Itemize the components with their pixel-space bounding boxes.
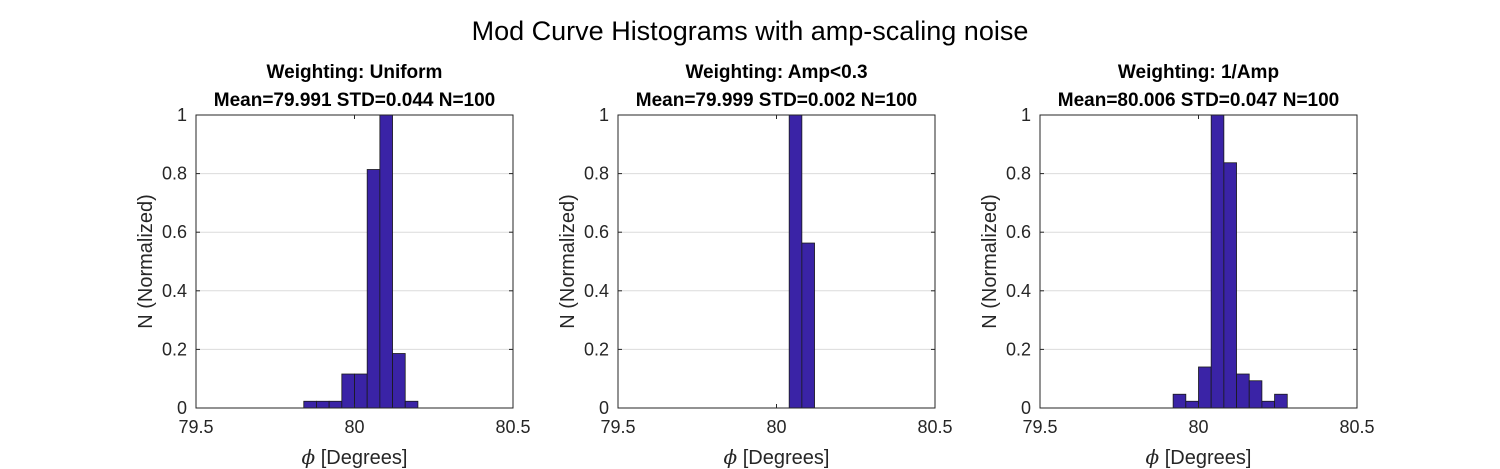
x-axis-label: ϕ [Degrees] [302,445,408,469]
histogram-bar [392,353,406,409]
x-axis-label: ϕ [Degrees] [1146,445,1252,469]
subplot-title: Weighting: 1/Amp [1118,62,1279,83]
subplot-subtitle: Mean=79.991 STD=0.044 N=100 [214,90,496,111]
x-axis-unit: [Degrees] [737,447,829,469]
y-tick-label: 1 [1021,105,1031,125]
subplot-subtitle: Mean=80.006 STD=0.047 N=100 [1058,90,1340,111]
histogram-bar [404,400,419,409]
subplot-3: 0 0.2 0.4 0.6 0.8 1 79.5 80 80.5 Weighting: 1/Amp… [979,62,1375,469]
y-tick-label: 0.2 [162,339,187,359]
x-axis-label: ϕ [Degrees] [724,445,830,469]
histogram-bar [366,169,381,409]
y-tick-label: 0.6 [162,222,187,242]
y-tick-label: 0.6 [584,222,609,242]
histogram-bar [1198,366,1212,409]
y-tick-label: 0.4 [584,281,609,301]
x-tick-label: 79.5 [178,417,213,437]
x-tick-label: 80 [344,417,364,437]
y-tick-label: 0.8 [1006,164,1031,184]
x-axis-unit: [Degrees] [315,447,407,469]
y-axis-label: N (Normalized) [979,194,1001,328]
x-tick-label: 79.5 [600,417,635,437]
histogram-bar [328,400,343,409]
y-tick-label: 0.6 [1006,222,1031,242]
subplot-title: Weighting: Uniform [267,62,443,83]
subplot-1: 0 0.2 0.4 0.6 0.8 1 79.5 80 80.5 Weighting: Unifo… [135,62,531,469]
histogram-bar [1261,400,1275,409]
x-tick-label: 80 [766,417,786,437]
histogram-bar [354,373,368,409]
plot-area [618,115,935,408]
histogram-bar [341,373,355,409]
x-axis-symbol: ϕ [1146,445,1160,469]
y-tick-label: 0 [177,398,187,418]
y-tick-label: 0 [1021,398,1031,418]
y-tick-label: 0.8 [584,164,609,184]
y-axis-label: N (Normalized) [557,194,579,328]
y-tick-label: 0.8 [162,164,187,184]
histogram-bar [1223,162,1237,409]
y-tick-label: 0.2 [1006,339,1031,359]
histogram-bar [801,242,815,409]
plot-area [1040,115,1357,408]
x-tick-label: 80 [1188,417,1208,437]
x-axis-symbol: ϕ [724,445,738,469]
x-axis-symbol: ϕ [302,445,316,469]
histogram-bar [1172,393,1187,409]
figure-title: Mod Curve Histograms with amp-scaling no… [472,16,1029,46]
x-tick-label: 80.5 [495,417,530,437]
histogram-bar [1210,114,1225,409]
x-tick-label: 79.5 [1022,417,1057,437]
y-tick-label: 0.2 [584,339,609,359]
histogram-bar [303,400,317,409]
y-tick-label: 0.4 [162,281,187,301]
x-tick-label: 80.5 [1339,417,1374,437]
y-tick-label: 0.4 [1006,281,1031,301]
histogram-bar [1185,400,1199,409]
x-axis-unit: [Degrees] [1159,447,1251,469]
histogram-bar [1248,380,1263,409]
subplots: 0 0.2 0.4 0.6 0.8 1 79.5 80 80.5 Weighting: Unifo… [135,62,1375,469]
y-tick-label: 0 [599,398,609,418]
y-axis-label: N (Normalized) [135,194,157,328]
x-tick-label: 80.5 [917,417,952,437]
y-tick-label: 1 [177,105,187,125]
histogram-bar [316,400,330,409]
y-tick-label: 1 [599,105,609,125]
subplot-2: 0 0.2 0.4 0.6 0.8 1 79.5 80 80.5 Weighting: Amp<0… [557,62,953,469]
histogram-bar [788,114,803,409]
plot-area [196,115,513,408]
histogram-bar [1274,393,1288,409]
histogram-bar [1236,373,1250,409]
subplot-subtitle: Mean=79.999 STD=0.002 N=100 [636,90,918,111]
subplot-title: Weighting: Amp<0.3 [685,62,867,83]
histogram-bar [379,114,393,409]
